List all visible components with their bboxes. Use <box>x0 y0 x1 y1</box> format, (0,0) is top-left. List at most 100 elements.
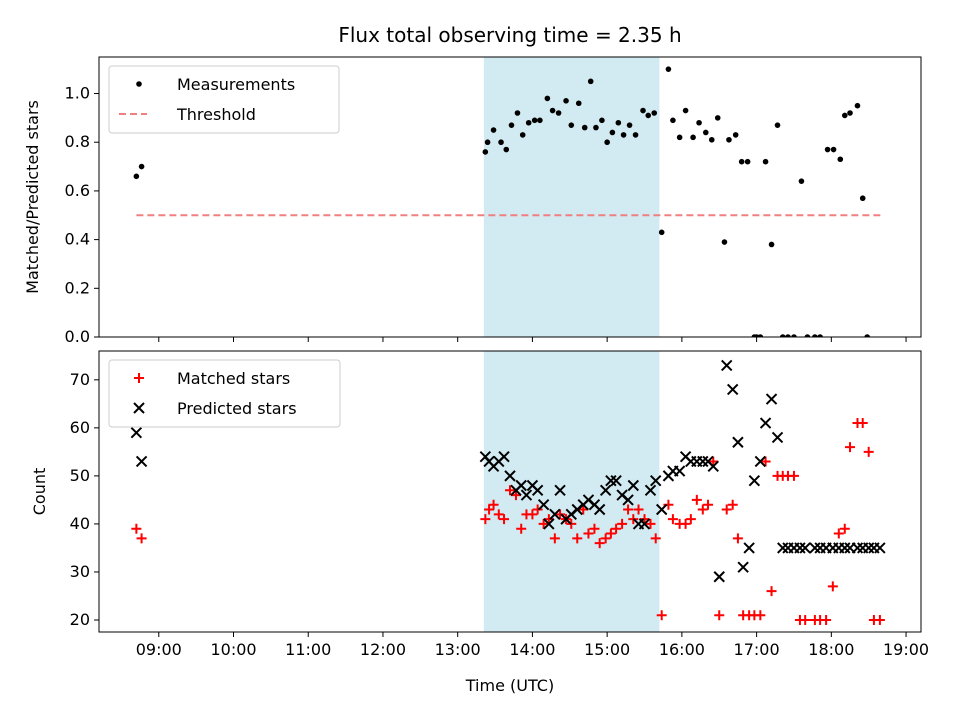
measurements-point <box>817 334 823 337</box>
matched-stars-point <box>639 514 650 525</box>
y-tick-label: 30 <box>70 562 90 581</box>
matched-stars-point <box>623 504 634 515</box>
matched-stars-point <box>857 418 868 429</box>
legend-measurements-swatch <box>136 81 142 87</box>
predicted-stars-point <box>754 455 767 468</box>
predicted-stars-point <box>498 450 510 463</box>
matched-stars-point <box>874 614 885 625</box>
matched-stars-point <box>788 470 799 481</box>
matched-stars-point <box>697 504 708 515</box>
x-tick-label: 13:00 <box>435 640 481 659</box>
legend: Matched stars Predicted stars <box>108 359 341 428</box>
matched-stars-point <box>766 586 777 597</box>
measurements-point <box>676 134 683 141</box>
predicted-stars-point <box>537 499 550 511</box>
x-tick-label: 11:00 <box>285 640 331 659</box>
measurements-point <box>537 117 543 124</box>
predicted-stars-point <box>622 494 634 506</box>
measurements-point <box>779 334 786 337</box>
measurements-point <box>682 107 689 114</box>
matched-stars-point <box>578 504 589 515</box>
matched-stars-point <box>703 499 714 510</box>
measurements-point <box>690 134 696 141</box>
measurements-point <box>620 132 627 138</box>
measurements-point <box>555 110 562 116</box>
measurements-point <box>632 132 639 138</box>
predicted-stars-point <box>135 455 148 468</box>
matched-stars-point <box>821 614 832 625</box>
predicted-stars-point <box>644 484 657 497</box>
measurements-point <box>640 107 646 114</box>
predicted-stars-point <box>874 542 886 554</box>
matched-stars-point <box>708 456 719 467</box>
axes-frame <box>98 350 922 633</box>
count-panel: 20 30 40 50 60 70 09:00 10:00 11:00 12:00 13:00 14:… <box>30 350 929 659</box>
matched-stars-point <box>645 518 656 529</box>
predicted-stars-point <box>531 484 544 497</box>
matched-stars-point <box>488 499 499 510</box>
x-tick-label: 09:00 <box>136 640 182 659</box>
predicted-stars-point <box>765 393 778 405</box>
matched-stars-point <box>480 514 491 525</box>
matched-stars-point <box>605 528 616 539</box>
measurements-point <box>593 124 599 131</box>
predicted-stars-point <box>130 426 143 439</box>
axes-frame <box>98 56 922 338</box>
measurements-point <box>651 110 658 116</box>
measurements-point <box>609 129 616 136</box>
matched-stars-point <box>549 533 560 544</box>
matched-stars-point <box>663 499 674 510</box>
predicted-stars-point <box>732 436 744 448</box>
matched-stars-point <box>845 442 856 453</box>
predicted-stars-point <box>673 465 686 477</box>
measurements-point <box>714 115 721 121</box>
y-tick-label: 40 <box>70 514 90 533</box>
matched-stars-point <box>617 518 628 529</box>
matched-stars-point <box>839 523 850 534</box>
measurements-point <box>830 146 837 153</box>
y-tick-label: 70 <box>70 370 90 389</box>
measurements-point <box>804 334 811 337</box>
legend-predicted-stars-label: Predicted stars <box>177 399 297 418</box>
matched-stars-point <box>714 610 725 621</box>
matched-stars-point <box>566 518 577 529</box>
matched-stars-point <box>538 518 549 529</box>
y-tick-label: 20 <box>70 610 90 629</box>
measurements-point <box>658 229 665 236</box>
matched-stars-point <box>800 614 811 625</box>
measurements-point <box>847 110 853 116</box>
predicted-stars-point <box>627 479 640 492</box>
legend-measurements-label: Measurements <box>177 75 295 94</box>
measurements-point <box>525 119 532 126</box>
matched-stars-point <box>685 514 696 525</box>
predicted-stars-point <box>851 542 864 554</box>
y-tick-label: 0.2 <box>65 278 90 297</box>
measurements-point <box>738 158 745 165</box>
matched-stars-point <box>484 504 495 515</box>
measurements-point <box>514 110 521 116</box>
predicted-stars-point <box>713 571 725 583</box>
matched-stars-point <box>510 490 521 501</box>
measurements-point <box>581 124 588 131</box>
legend: Measurements Threshold <box>108 65 340 134</box>
predicted-stars-point <box>638 518 651 530</box>
matched-stars-point <box>136 533 147 544</box>
measurements-point <box>762 158 769 165</box>
measurements-point <box>732 132 739 138</box>
matched-stars-point <box>827 581 838 592</box>
legend-matched-stars-swatch <box>134 373 144 383</box>
matched-stars-point <box>727 499 738 510</box>
measurements-point <box>702 129 709 136</box>
matched-stars-point <box>600 533 611 544</box>
predicted-stars-point <box>794 542 806 554</box>
x-axis-label: Time (UTC) <box>465 676 554 695</box>
measurements-point <box>615 119 622 126</box>
observing-span <box>483 351 660 632</box>
predicted-stars-point <box>809 542 821 554</box>
predicted-stars-point <box>605 474 617 487</box>
matched-stars-point <box>505 485 515 496</box>
matched-stars-point <box>650 533 661 544</box>
measurements-point <box>133 173 140 180</box>
y-tick-label: 0.0 <box>65 327 90 346</box>
predicted-stars-point <box>554 484 566 497</box>
